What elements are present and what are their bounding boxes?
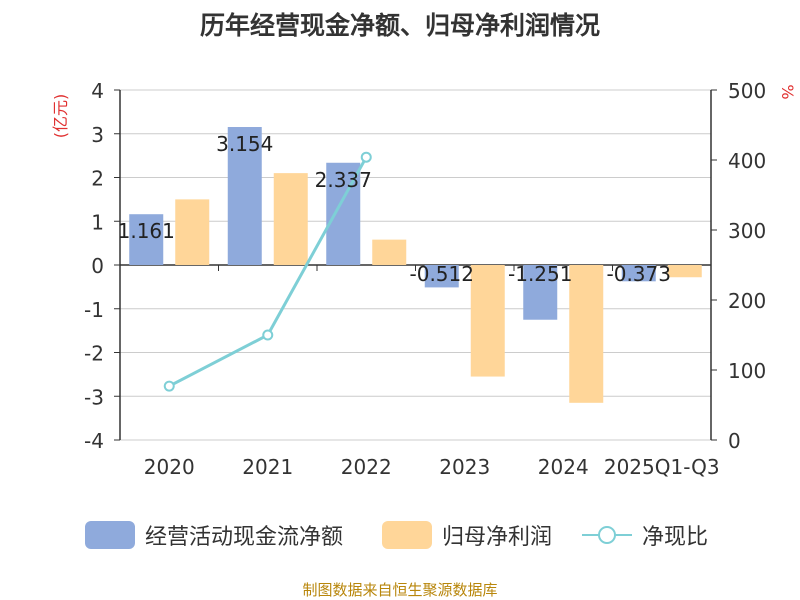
y-left-tick-label: 2 [91,167,104,191]
cash-flow-bar [523,265,558,320]
legend-item-net-profit[interactable]: 归母净利润 [382,519,552,551]
net-profit-swatch [382,521,432,549]
ratio-point [262,329,274,341]
y-right-unit: % [778,84,797,99]
x-tick-label: 2025Q1-Q3 [604,455,720,479]
x-tick-label: 2022 [341,455,392,479]
y-left-tick-label: 0 [91,254,104,278]
net-profit-bar [470,265,505,377]
y-right-tick-label: 200 [728,289,766,313]
cash-flow-data-label: 1.161 [118,219,175,243]
y-right-tick-label: 500 [728,79,766,103]
legend-label-net-profit: 归母净利润 [442,525,553,550]
y-left-tick-label: 4 [91,79,104,103]
cash-flow-data-label: -1.251 [508,262,572,286]
cash-flow-swatch [85,521,135,549]
y-left-tick-label: 1 [91,210,104,234]
y-left-tick-label: 3 [91,123,104,147]
cash-flow-bar [129,214,164,265]
legend-label-cash-flow: 经营活动现金流净额 [145,525,344,550]
net-profit-bar [667,265,702,278]
legend-label-ratio: 净现比 [642,525,709,550]
cash-flow-bar [424,265,459,288]
y-right-tick-label: 0 [728,429,741,453]
cash-flow-data-label: -0.512 [410,262,474,286]
cash-flow-data-label: 2.337 [315,168,372,192]
y-right-tick-label: 100 [728,359,766,383]
y-left-tick-label: -3 [84,385,104,409]
ratio-point [360,151,372,163]
y-left-unit: (亿元) [51,94,70,139]
ratio-line-icon [582,526,632,544]
ratio-point [163,380,175,392]
legend-item-cash-flow[interactable]: 经营活动现金流净额 [85,519,343,551]
x-tick-label: 2020 [144,455,195,479]
y-left-tick-label: -4 [84,429,104,453]
cash-flow-bar [227,127,262,265]
net-profit-bar [175,199,210,265]
x-tick-label: 2021 [242,455,293,479]
y-right-tick-label: 300 [728,219,766,243]
chart-title: 历年经营现金净额、归母净利润情况 [199,11,600,40]
net-profit-bar [372,239,407,265]
y-left-tick-label: -1 [84,298,104,322]
net-profit-bar [569,265,604,403]
net-profit-bar [273,173,308,265]
x-tick-label: 2024 [538,455,589,479]
cash-flow-bar [621,265,656,282]
y-right-tick-label: 400 [728,149,766,173]
source-note: 制图数据来自恒生聚源数据库 [302,581,498,599]
y-left-tick-label: -2 [84,342,104,366]
cash-flow-data-label: 3.154 [216,132,273,156]
cash-flow-data-label: -0.373 [607,262,671,286]
legend-item-ratio[interactable]: 净现比 [582,519,708,551]
x-tick-label: 2023 [439,455,490,479]
